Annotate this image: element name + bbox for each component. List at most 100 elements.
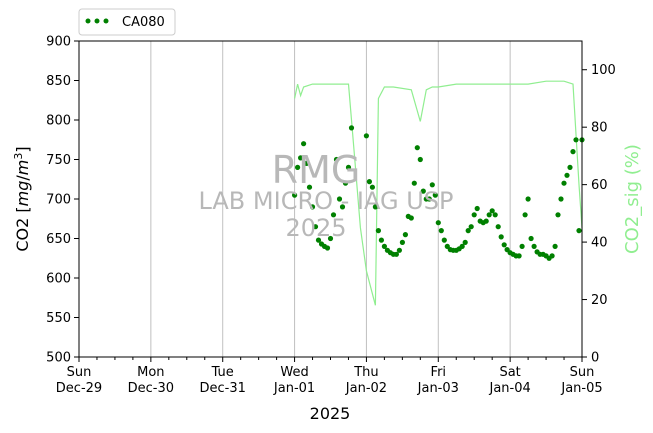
watermark-line3: 2025 [285, 214, 346, 242]
co2-point [414, 145, 420, 151]
co2-point [552, 243, 558, 249]
legend-marker-dot [103, 18, 109, 24]
co2-point [339, 204, 346, 210]
watermark-line1: RMG [272, 148, 361, 192]
co2-point [393, 251, 399, 257]
co2-point [468, 224, 474, 230]
co2-point [567, 164, 573, 170]
co2-point [555, 212, 561, 218]
y-tick-label: 600 [46, 272, 71, 287]
x-tick-label-day: Fri [431, 365, 447, 380]
grid-lines [150, 41, 511, 357]
legend-marker-dot [85, 18, 91, 24]
x-axis: SunDec-29MonDec-30TueDec-31WedJan-01ThuJ… [56, 357, 603, 396]
co2-point [396, 247, 402, 253]
co2-point [501, 242, 507, 248]
co2-point [408, 215, 414, 221]
co2-point [375, 228, 381, 234]
co2-point [336, 196, 343, 202]
co2-point [435, 220, 441, 226]
co2-point [301, 141, 307, 147]
x-tick-label-day: Sun [570, 365, 595, 380]
co2-point [432, 192, 438, 198]
co2-point [327, 235, 334, 242]
y-right-tick-label: 20 [591, 293, 608, 308]
left-y-axis: 500 550 600 650 700 750 800 850 900 [46, 35, 79, 366]
co2-point [462, 239, 468, 245]
x-tick-label-day: Wed [280, 365, 308, 380]
y-tick-label: 550 [46, 311, 71, 326]
co2-point [303, 160, 310, 166]
co2-point [561, 180, 567, 186]
co2-point [372, 204, 378, 210]
co2-point [576, 228, 582, 234]
y-right-tick-label: 0 [591, 351, 599, 366]
co2-point [315, 237, 322, 243]
co2-point [522, 212, 528, 218]
co2-point [495, 224, 501, 230]
co2-point [420, 188, 426, 194]
y-tick-label: 650 [46, 232, 71, 247]
co2-sig-line [294, 80, 583, 306]
co2-point [330, 212, 337, 218]
co2-point [438, 228, 444, 234]
co2-point [441, 237, 447, 243]
co2-point [483, 218, 489, 224]
x-tick-label-date: Dec-31 [200, 381, 246, 396]
co2-point [345, 164, 352, 170]
co2-point [531, 243, 537, 249]
x-tick-label-day: Mon [137, 365, 164, 380]
right-y-axis-label: CO2_sig (%) [622, 144, 643, 254]
right-y-axis: 0 20 40 60 80 100 [582, 63, 616, 366]
co2-point [516, 253, 522, 259]
co2-point [381, 243, 387, 249]
co2-point [486, 212, 492, 218]
co2-point [309, 204, 316, 210]
y-axis-label: CO2 [mg/m3] [12, 146, 32, 251]
co2-point [426, 196, 432, 202]
co2-point [312, 224, 319, 230]
legend-marker-dot [94, 18, 100, 24]
legend-label: CA080 [122, 15, 165, 30]
co2-point [519, 243, 525, 249]
co2-point [492, 212, 498, 218]
x-tick-label-date: Jan-02 [345, 381, 387, 396]
co2-point [378, 237, 384, 243]
co2-point [417, 156, 423, 163]
co2-point [342, 180, 349, 186]
co2-point [295, 164, 301, 170]
co2-point [459, 243, 465, 249]
co2-point [411, 180, 417, 186]
y-tick-label: 800 [46, 114, 71, 129]
x-tick-label-date: Jan-01 [273, 381, 315, 396]
co2-point [489, 208, 495, 214]
y-tick-label: 750 [46, 153, 71, 168]
co2-sig-line-series [294, 80, 583, 306]
x-axis-label: 2025 [310, 404, 351, 423]
co2-point [570, 149, 576, 155]
y-tick-label: 700 [46, 193, 71, 208]
co2-point [333, 156, 340, 163]
co2-points-series [292, 125, 585, 261]
x-tick-label-date: Dec-30 [128, 381, 174, 396]
y-tick-label: 900 [46, 35, 71, 50]
co2-point [573, 137, 579, 143]
x-tick-label-day: Tue [211, 365, 234, 380]
legend: CA080 [78, 8, 176, 36]
co2-point [306, 184, 313, 190]
co2-point [528, 235, 534, 242]
co2-point [399, 239, 405, 245]
x-tick-label-date: Jan-04 [489, 381, 531, 396]
co2-point [348, 125, 355, 131]
watermark-line2: LAB MICRO - IAG USP [198, 187, 453, 215]
y-right-tick-label: 40 [591, 236, 608, 251]
co2-point [298, 155, 304, 161]
co2-point [498, 234, 504, 240]
legend-box [78, 8, 176, 36]
co2-point [369, 184, 375, 190]
co2-point [465, 228, 471, 234]
co2-point [471, 212, 477, 218]
x-tick-label-date: Dec-29 [56, 381, 102, 396]
co2-point [525, 196, 531, 202]
